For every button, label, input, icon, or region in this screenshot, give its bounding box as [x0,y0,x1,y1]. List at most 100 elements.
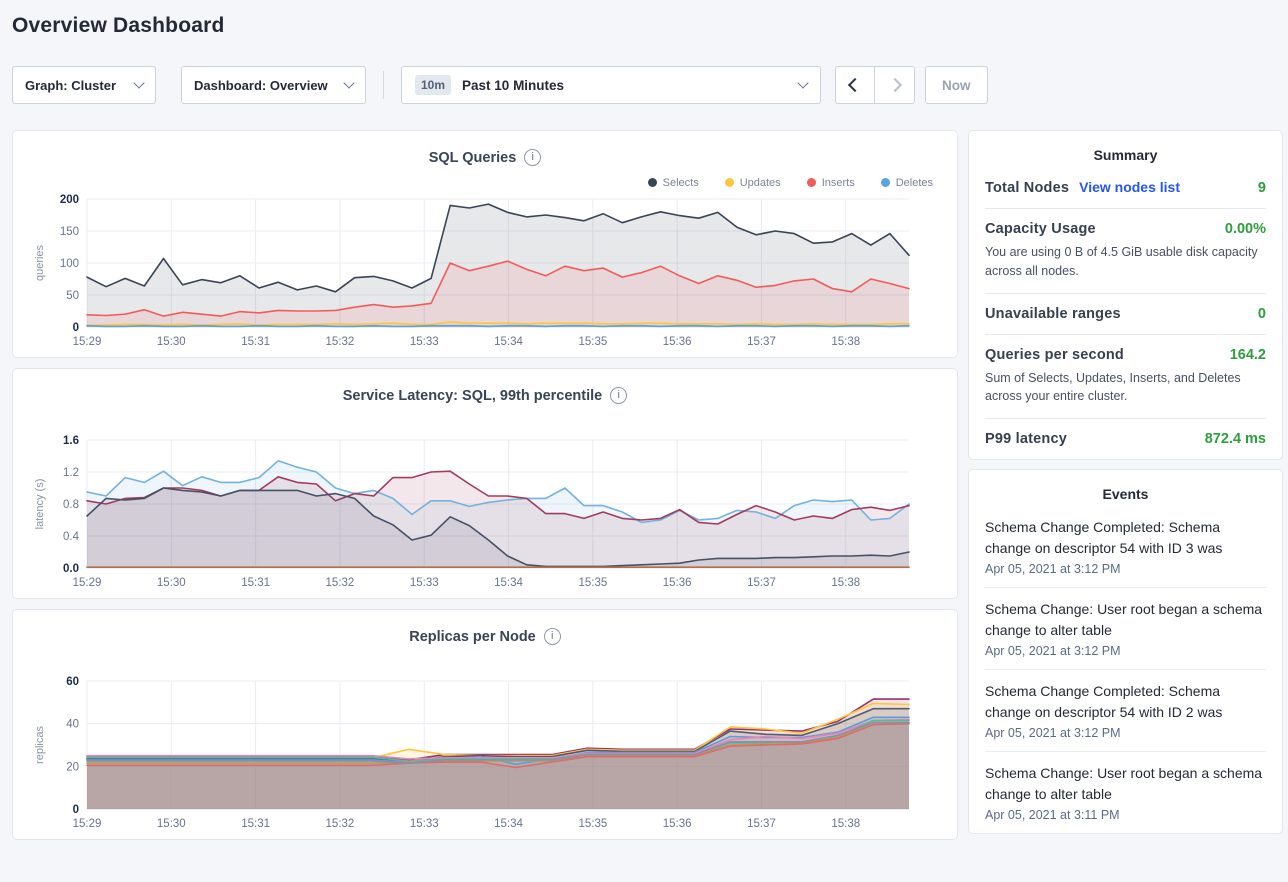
page: Overview Dashboard Graph: Cluster Dashbo… [0,14,1288,850]
svg-text:15:38: 15:38 [831,577,860,589]
service-latency-chart[interactable]: 15:29 15:30 15:31 15:32 15:33 15:34 15:35 15:36… [29,432,941,594]
spacer [29,647,941,673]
info-icon[interactable] [610,387,628,404]
legend-dot [724,178,734,187]
event-item: Schema Change: User root began a schema … [985,752,1266,833]
summary-label: Capacity Usage [985,221,1096,237]
time-range-label: Past 10 Minutes [462,77,565,93]
summary-row-total-nodes: Total Nodes View nodes list 9 [985,167,1266,209]
svg-text:15:38: 15:38 [831,336,860,348]
time-step-buttons [835,66,915,104]
svg-text:15:30: 15:30 [157,336,186,348]
chevron-left-icon [847,77,863,93]
legend-item-selects[interactable]: Selects [647,174,699,191]
svg-text:15:37: 15:37 [747,577,776,589]
svg-text:15:33: 15:33 [410,336,439,348]
summary-description: Sum of Selects, Updates, Inserts, and De… [985,370,1241,404]
svg-text:15:29: 15:29 [73,336,102,348]
service-latency-title-row: Service Latency: SQL, 99th percentile [29,379,941,406]
next-range-button[interactable] [875,66,915,104]
svg-text:15:36: 15:36 [663,336,692,348]
graph-dropdown-label: Graph: Cluster [25,77,117,93]
svg-text:40: 40 [66,719,79,731]
svg-text:50: 50 [66,290,79,302]
legend-item-inserts[interactable]: Inserts [806,174,855,191]
legend-label: Selects [662,176,699,189]
legend-dot [806,178,816,187]
svg-text:20: 20 [66,761,79,773]
svg-text:0.8: 0.8 [63,499,79,511]
svg-text:15:33: 15:33 [410,818,439,830]
charts-column: SQL Queries Selects Updates Inserts [12,130,958,850]
svg-text:15:30: 15:30 [157,818,186,830]
time-range-badge: 10m [415,75,452,95]
svg-text:15:29: 15:29 [73,818,102,830]
chart-title: Replicas per Node [409,628,536,645]
svg-text:15:32: 15:32 [326,818,355,830]
sql-queries-legend: Selects Updates Inserts Deletes [29,168,941,191]
replicas-title-row: Replicas per Node [29,620,941,647]
summary-value: 9 [1257,180,1266,196]
event-item: Schema Change Completed: Schema change o… [985,506,1266,588]
svg-text:15:33: 15:33 [410,577,439,589]
svg-text:1.6: 1.6 [63,435,79,447]
info-icon[interactable] [524,149,542,166]
now-button[interactable]: Now [925,66,988,104]
replicas-per-node-chart[interactable]: 15:29 15:30 15:31 15:32 15:33 15:34 15:35 15:36… [29,673,941,835]
svg-text:15:34: 15:34 [494,818,523,830]
chevron-down-icon [797,77,809,89]
time-range-selector[interactable]: 10m Past 10 Minutes [401,66,821,104]
svg-text:15:31: 15:31 [241,336,270,348]
view-nodes-list-link[interactable]: View nodes list [1079,179,1180,195]
svg-text:replicas: replicas [34,726,46,764]
legend-label: Updates [739,176,781,189]
summary-value: 872.4 ms [1204,431,1266,447]
summary-row-unavailable-ranges: Unavailable ranges 0 [985,294,1266,335]
svg-text:latency (s): latency (s) [34,479,46,530]
svg-text:15:35: 15:35 [578,336,607,348]
summary-description: You are using 0 B of 4.5 GiB usable disk… [985,245,1258,278]
event-item: Schema Change Completed: Schema change o… [985,670,1266,752]
svg-text:15:31: 15:31 [241,818,270,830]
sql-queries-chart[interactable]: 15:29 15:30 15:31 15:32 15:33 15:34 15:35 15:36… [29,191,941,353]
svg-text:15:34: 15:34 [494,336,523,348]
svg-text:60: 60 [66,676,79,688]
legend-item-deletes[interactable]: Deletes [880,174,933,191]
legend-label: Deletes [895,176,933,189]
svg-text:100: 100 [60,258,79,270]
summary-label: P99 latency [985,431,1067,447]
main-layout: SQL Queries Selects Updates Inserts [12,130,1288,850]
service-latency-panel: Service Latency: SQL, 99th percentile 15… [12,368,958,599]
summary-value: 164.2 [1229,346,1266,363]
spacer [29,406,941,432]
event-message: Schema Change: User root began a schema … [985,601,1263,638]
dashboard-dropdown[interactable]: Dashboard: Overview [181,66,366,104]
chart-title: SQL Queries [428,149,517,166]
svg-text:0: 0 [73,322,79,334]
svg-text:15:29: 15:29 [73,577,102,589]
legend-item-updates[interactable]: Updates [724,174,781,191]
svg-text:15:35: 15:35 [578,818,607,830]
summary-row-capacity-usage: Capacity Usage 0.00% You are using 0 B o… [985,209,1266,294]
page-title: Overview Dashboard [12,14,225,37]
svg-text:15:31: 15:31 [241,577,270,589]
svg-text:15:37: 15:37 [747,336,776,348]
event-message: Schema Change Completed: Schema change o… [985,683,1223,720]
svg-text:15:32: 15:32 [326,577,355,589]
chevron-down-icon [133,77,145,89]
svg-text:15:36: 15:36 [663,818,692,830]
summary-label: Unavailable ranges [985,305,1121,322]
event-timestamp: Apr 05, 2021 at 3:12 PM [985,644,1121,658]
chart-title: Service Latency: SQL, 99th percentile [342,387,603,404]
previous-range-button[interactable] [835,66,875,104]
toolbar-divider [383,71,384,99]
chevron-right-icon [887,77,902,93]
info-icon[interactable] [543,628,561,645]
toolbar: Graph: Cluster Dashboard: Overview 10m P… [12,66,1288,104]
summary-title: Summary [1093,147,1158,163]
legend-dot [880,178,890,187]
svg-text:0.4: 0.4 [63,531,80,543]
svg-text:0: 0 [73,804,79,816]
graph-dropdown[interactable]: Graph: Cluster [12,66,156,104]
event-message: Schema Change Completed: Schema change o… [985,519,1223,556]
